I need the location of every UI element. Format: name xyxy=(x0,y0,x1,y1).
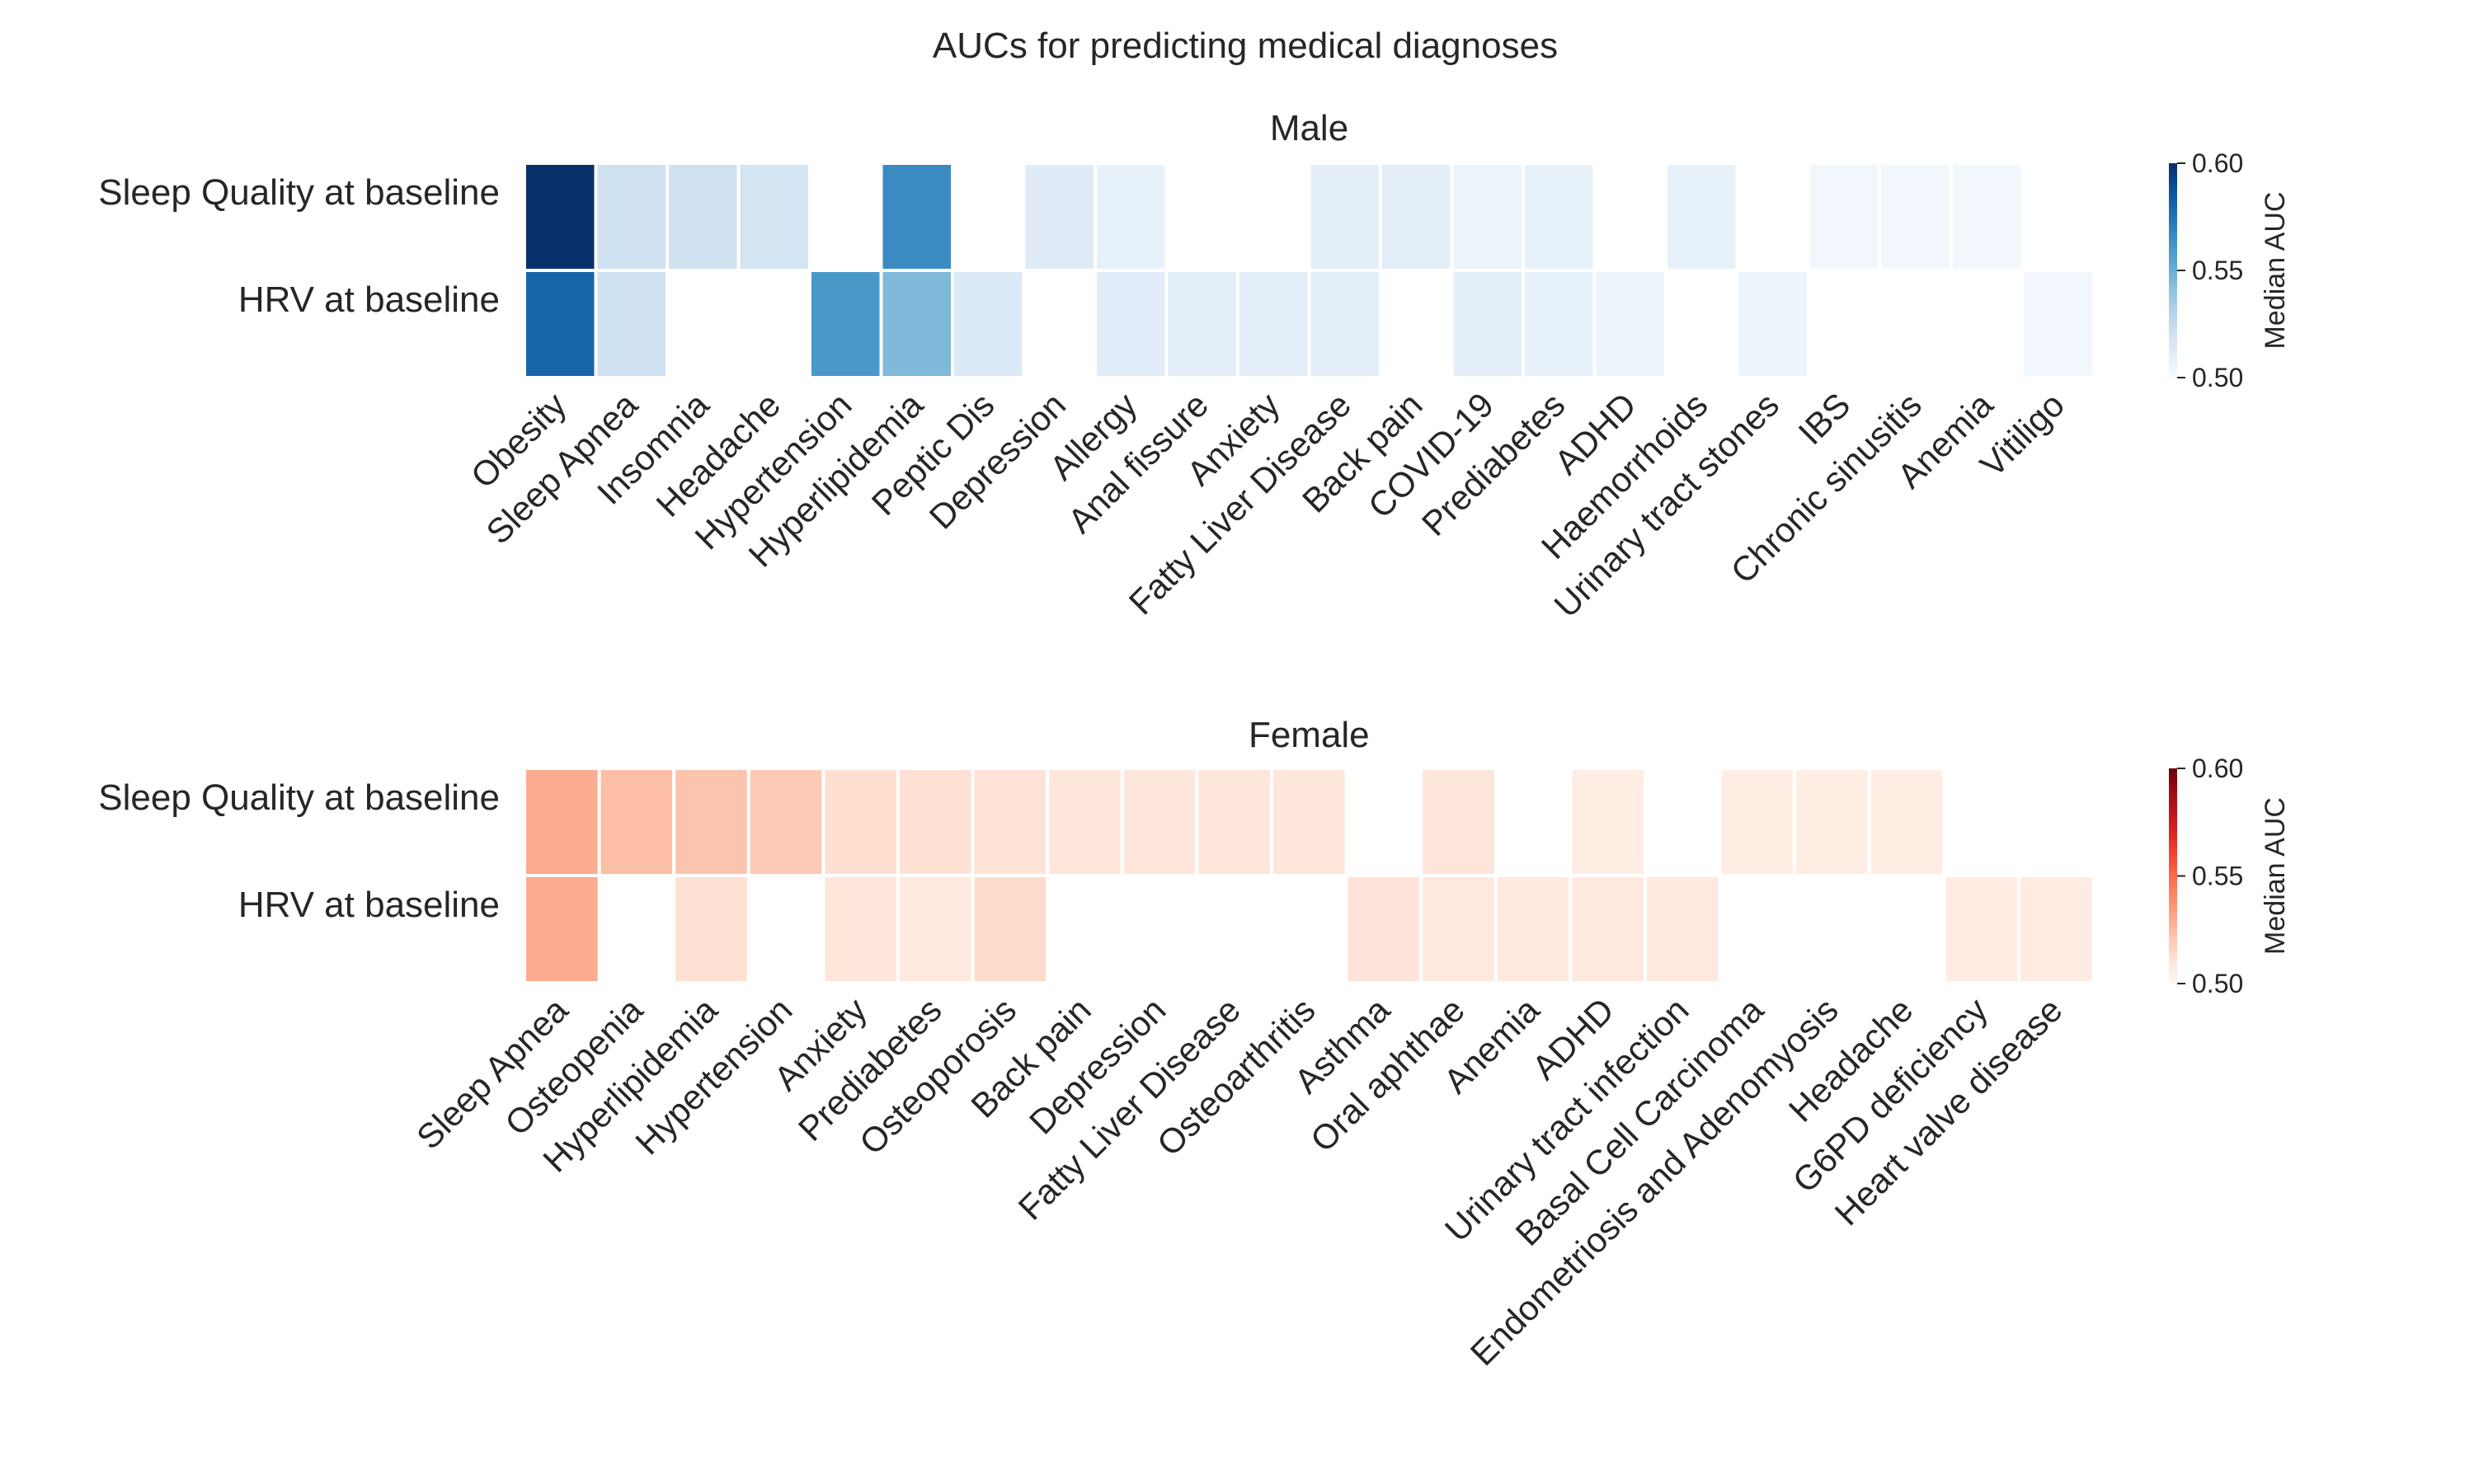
heatmap-cell xyxy=(1022,162,1097,272)
heatmap-cell xyxy=(1718,767,1797,877)
heatmap-cell xyxy=(808,269,883,379)
heatmap-cell xyxy=(821,767,901,877)
female-panel: Female Sleep Quality at baseline HRV at ba… xyxy=(98,715,2291,1373)
heatmap-cell xyxy=(1950,162,2025,272)
heatmap-cell xyxy=(896,767,975,877)
row-label: HRV at baseline xyxy=(238,279,500,320)
heatmap-cell xyxy=(1807,162,1882,272)
colorbar-tick-label: 0.60 xyxy=(2192,754,2243,783)
heatmap-cell xyxy=(1307,162,1382,272)
heatmap-cell xyxy=(1450,162,1525,272)
heatmap-cell xyxy=(971,874,1050,984)
heatmap-cell xyxy=(1120,767,1199,877)
male-panel: Male Sleep Quality at baseline HRV at base… xyxy=(98,108,2291,625)
heatmap-cell xyxy=(1522,269,1597,379)
heatmap-cell xyxy=(1379,162,1454,272)
female-colorbar xyxy=(2169,768,2177,984)
heatmap-cell xyxy=(1419,874,1498,984)
heatmap-cell xyxy=(1569,874,1648,984)
heatmap-cell xyxy=(1942,874,2020,984)
heatmap-cell xyxy=(1522,162,1597,272)
colorbar-tick-label: 0.50 xyxy=(2192,363,2243,392)
heatmap-cell xyxy=(523,269,598,379)
heatmap-cell xyxy=(1164,269,1239,379)
heatmap-cell xyxy=(594,162,669,272)
heatmap-cell xyxy=(2020,269,2095,379)
heatmap-cell xyxy=(746,767,825,877)
heatmap-cell xyxy=(1344,874,1423,984)
heatmap-cell xyxy=(523,767,601,877)
row-label: Sleep Quality at baseline xyxy=(98,172,500,213)
colorbar-tick-label: 0.55 xyxy=(2192,862,2243,891)
heatmap-cell xyxy=(951,269,1026,379)
heatmap-cell xyxy=(1569,767,1648,877)
heatmap-cell xyxy=(1793,767,1871,877)
male-colorbar-label: Median AUC xyxy=(2260,192,2291,350)
male-colorbar xyxy=(2169,163,2177,378)
colorbar-tick-label: 0.50 xyxy=(2192,969,2243,998)
heatmap-cell xyxy=(1094,269,1169,379)
row-label: HRV at baseline xyxy=(238,885,500,925)
heatmap-cell xyxy=(1450,269,1525,379)
heatmap-cell xyxy=(1867,767,1946,877)
male-panel-title: Male xyxy=(1270,108,1348,148)
heatmap-cell xyxy=(1592,269,1667,379)
heatmap-cell xyxy=(1270,767,1348,877)
heatmap-cell xyxy=(666,162,741,272)
colorbar-tick-label: 0.60 xyxy=(2192,148,2243,178)
heatmap-cell xyxy=(1493,874,1573,984)
heatmap-cell xyxy=(1735,269,1810,379)
heatmap-cell xyxy=(896,874,975,984)
heatmap-cell xyxy=(594,269,669,379)
heatmap-cell xyxy=(597,767,676,877)
heatmap-cell xyxy=(879,269,954,379)
heatmap-cell xyxy=(1878,162,1953,272)
heatmap-cell xyxy=(879,162,954,272)
female-colorbar-label: Median AUC xyxy=(2260,797,2291,955)
female-panel-title: Female xyxy=(1249,715,1370,755)
heatmap-cell xyxy=(736,162,811,272)
heatmap-cell xyxy=(1195,767,1274,877)
heatmap-cell xyxy=(2017,874,2095,984)
heatmap-cell xyxy=(1664,162,1739,272)
heatmap-cell xyxy=(523,162,598,272)
heatmap-cell xyxy=(1094,162,1169,272)
heatmap-cell xyxy=(523,874,601,984)
heatmap-cell xyxy=(821,874,901,984)
colorbar-tick-label: 0.55 xyxy=(2192,256,2243,285)
heatmap-cell xyxy=(1419,767,1498,877)
heatmap-cell xyxy=(672,874,750,984)
heatmap-cell xyxy=(1307,269,1382,379)
heatmap-cell xyxy=(1046,767,1124,877)
figure-title: AUCs for predicting medical diagnoses xyxy=(933,26,1558,66)
heatmap-cell xyxy=(1644,874,1722,984)
heatmap-cell xyxy=(672,767,750,877)
row-label: Sleep Quality at baseline xyxy=(98,777,500,818)
heatmap-cell xyxy=(1236,269,1311,379)
heatmap-cell xyxy=(971,767,1050,877)
